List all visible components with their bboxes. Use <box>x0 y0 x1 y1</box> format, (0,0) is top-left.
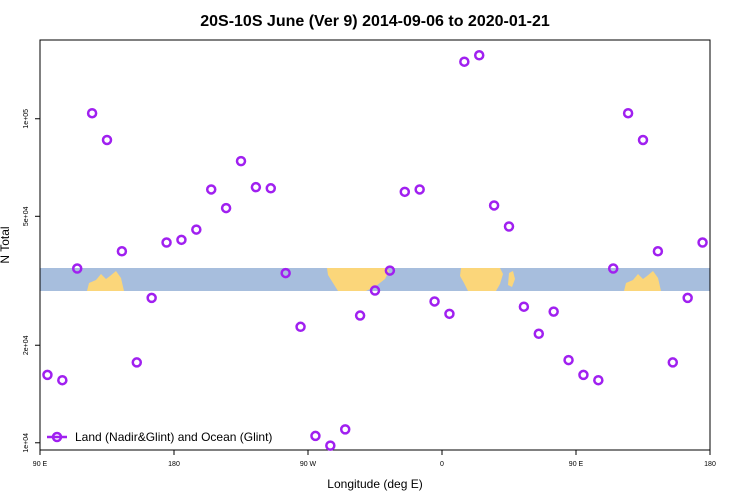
legend: Land (Nadir&Glint) and Ocean (Glint) <box>47 430 272 444</box>
data-point <box>607 263 619 274</box>
data-point <box>682 292 693 304</box>
x-tick-label: 180 <box>704 461 716 468</box>
data-point <box>176 234 187 246</box>
data-point <box>652 246 664 257</box>
data-point <box>101 134 113 146</box>
data-point <box>325 440 336 451</box>
legend-label: Land (Nadir&Glint) and Ocean (Glint) <box>75 430 272 444</box>
land-masses <box>87 268 661 291</box>
y-tick-label: 5e+04 <box>23 206 30 226</box>
y-tick-label: 1e+04 <box>23 433 30 453</box>
data-point <box>369 285 381 296</box>
data-point <box>42 369 53 381</box>
plot-border <box>39 39 711 451</box>
x-axis: 90 E 180 90 W 0 90 E 180 <box>33 450 716 468</box>
data-point <box>473 50 485 61</box>
data-point <box>697 237 708 248</box>
x-tick-label: 90 W <box>300 461 317 468</box>
x-tick-label: 90 E <box>569 461 584 468</box>
y-tick-label: 2e+04 <box>23 335 30 355</box>
data-point <box>57 374 68 386</box>
x-tick-label: 180 <box>168 461 180 468</box>
data-point <box>578 369 589 381</box>
data-point <box>191 224 202 235</box>
data-point <box>548 306 559 317</box>
data-point <box>429 296 440 307</box>
data-point <box>503 221 515 232</box>
chart-title: 20S-10S June (Ver 9) 2014-09-06 to 2020-… <box>200 13 550 30</box>
data-point <box>235 155 247 167</box>
data-point <box>622 107 634 119</box>
data-point <box>533 328 545 340</box>
data-point <box>310 430 321 442</box>
data-point <box>71 263 83 274</box>
x-tick-label: 90 E <box>33 461 48 468</box>
data-point <box>488 200 500 211</box>
data-point <box>384 265 396 276</box>
x-axis-label: Longitude (deg E) <box>327 477 422 491</box>
legend-marker <box>51 431 63 443</box>
data-point <box>444 308 455 320</box>
land-australia <box>87 271 124 291</box>
data-point <box>518 301 530 312</box>
data-point <box>399 186 411 198</box>
data-point <box>220 202 232 214</box>
land-australia-repeat <box>624 271 661 291</box>
data-points <box>42 50 708 451</box>
data-point <box>593 374 604 386</box>
map-strip <box>40 268 710 291</box>
data-point <box>161 237 172 248</box>
data-point <box>295 321 306 333</box>
data-point <box>637 134 649 146</box>
data-point <box>459 56 470 67</box>
data-point <box>265 183 277 194</box>
data-point <box>354 310 366 321</box>
data-point <box>116 246 128 257</box>
data-point <box>250 181 262 193</box>
y-axis-label: N Total <box>0 226 12 263</box>
data-point <box>86 107 98 119</box>
land-south-america <box>327 268 389 291</box>
x-tick-label: 0 <box>440 461 444 468</box>
data-point <box>146 292 157 304</box>
data-point <box>414 184 425 195</box>
data-point <box>131 357 143 368</box>
data-point <box>205 184 217 195</box>
y-tick-label: 1e+05 <box>23 109 30 129</box>
land-madagascar <box>508 271 515 287</box>
land-africa <box>460 268 503 291</box>
data-point <box>667 357 679 368</box>
data-point <box>339 424 351 435</box>
y-axis: 1e+04 2e+04 5e+04 1e+05 <box>23 40 41 453</box>
data-point <box>280 267 291 279</box>
data-point <box>563 354 574 366</box>
